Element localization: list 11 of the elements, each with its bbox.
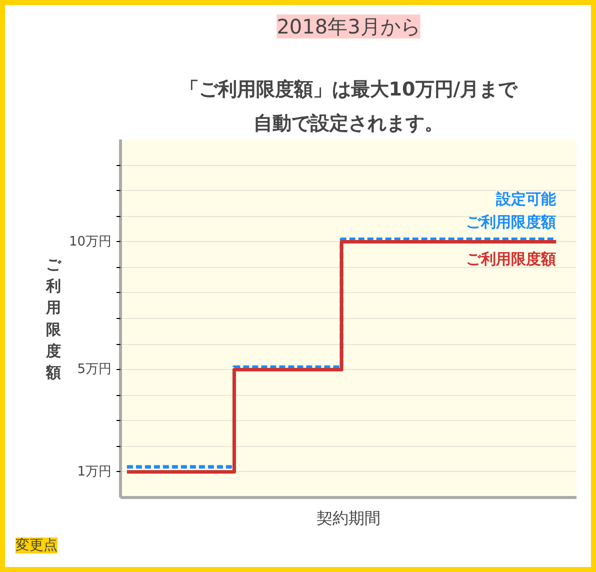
- series-label: ご利用限度額: [466, 250, 556, 268]
- y-tick-label: 5万円: [77, 362, 112, 378]
- chart-title: 「ご利用限度額」は最大10万円/月まで: [180, 78, 518, 100]
- x-axis-title: 契約期間: [316, 508, 380, 528]
- y-axis-title: ご利用限度額: [44, 256, 62, 382]
- y-tick-label: 1万円: [77, 464, 112, 480]
- series-label: 設定可能ご利用限度額: [466, 190, 558, 232]
- chart-subtitle: 自動で設定されます。: [254, 112, 444, 134]
- y-tick-label: 10万円: [68, 234, 112, 250]
- text: 2018年3月から: [276, 14, 420, 38]
- text: 変更点: [16, 538, 58, 554]
